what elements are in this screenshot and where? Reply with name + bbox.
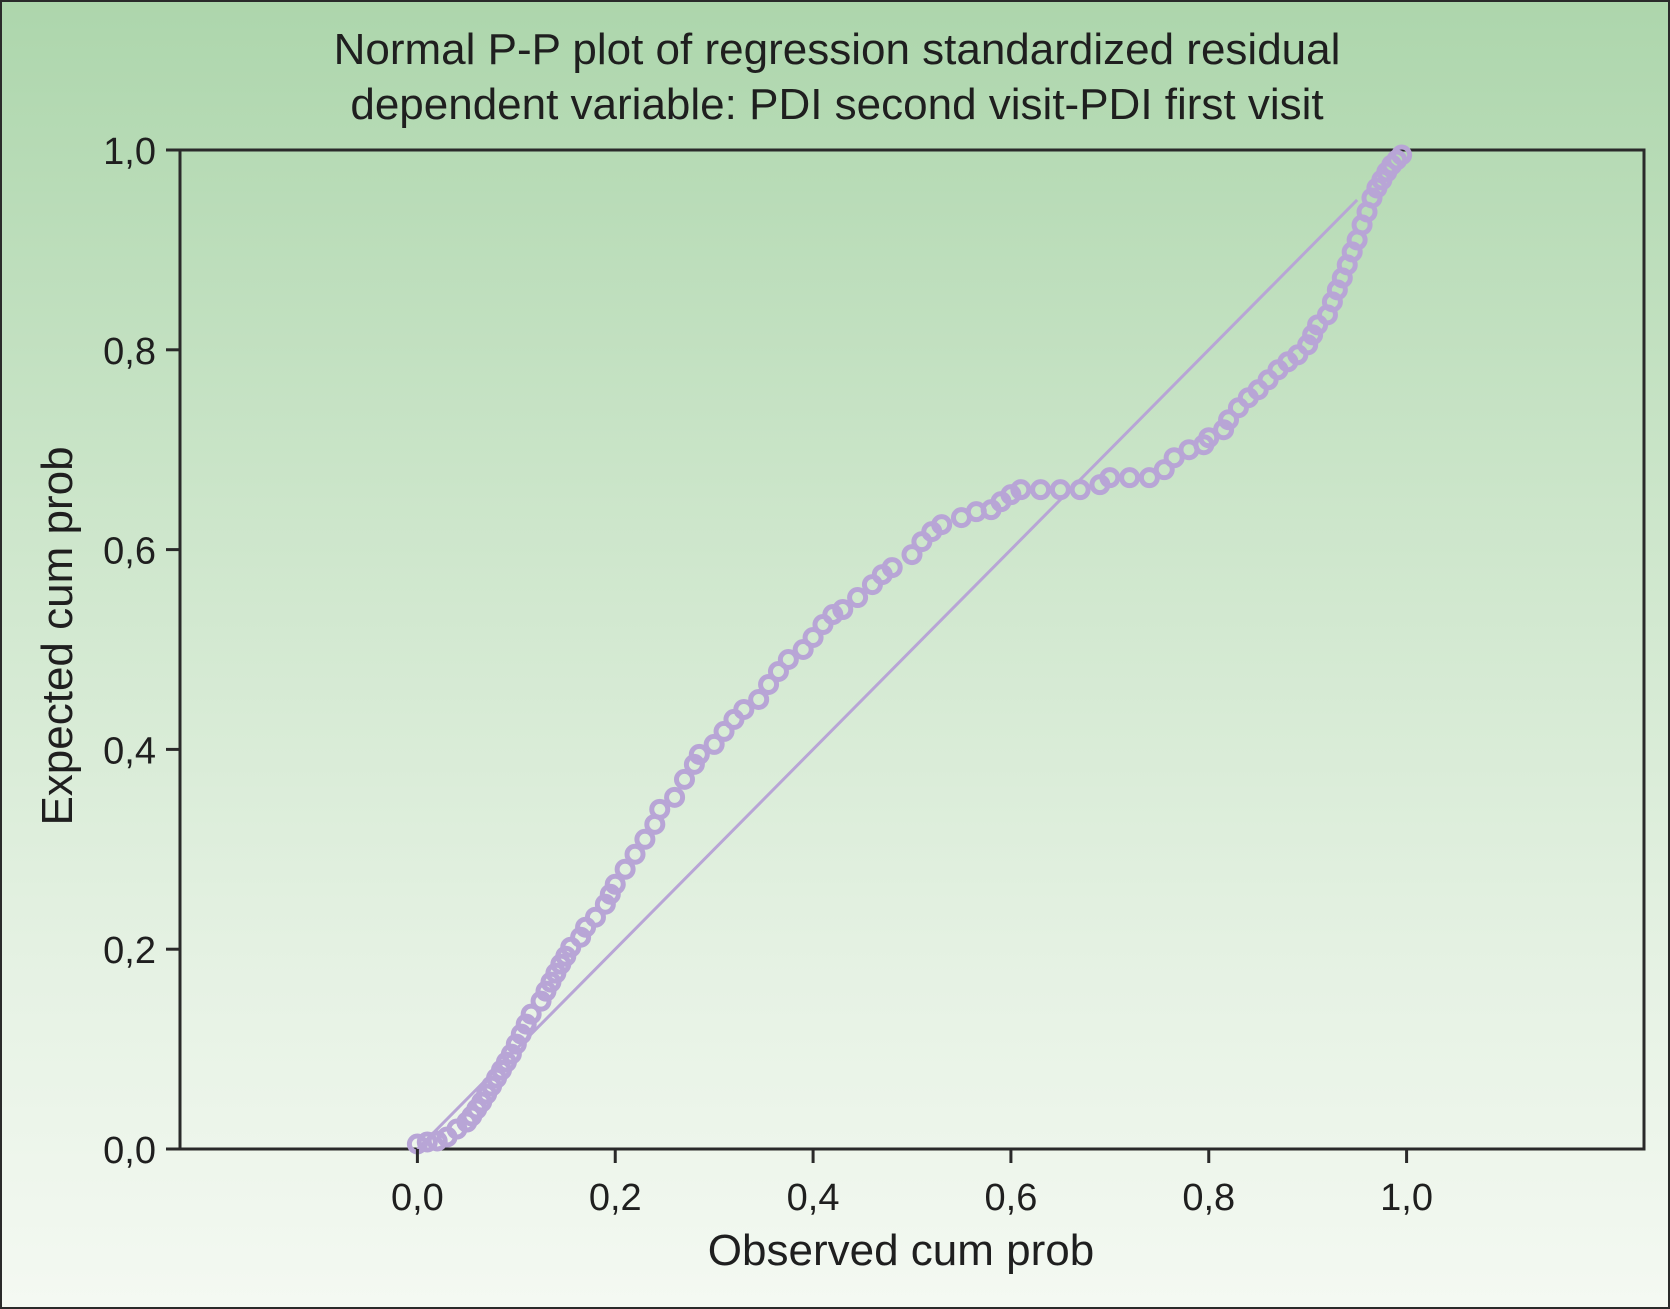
- data-point: [847, 587, 869, 609]
- y-tick-label: 1,0: [103, 131, 156, 173]
- data-point: [1049, 479, 1071, 501]
- data-point: [703, 733, 725, 755]
- data-point: [931, 514, 953, 536]
- data-point: [664, 786, 686, 808]
- x-tick-label: 0,0: [391, 1177, 444, 1219]
- data-point: [748, 688, 770, 710]
- x-tick-label: 0,6: [985, 1177, 1038, 1219]
- data-point: [649, 798, 671, 820]
- data-point: [688, 743, 710, 765]
- x-axis-ticks: 0,0 0,2 0,4 0,6 0,8 1,0: [391, 1149, 1433, 1219]
- y-axis-label: Expected cum prob: [33, 446, 82, 825]
- data-point: [1119, 467, 1141, 489]
- data-point: [1030, 479, 1052, 501]
- data-point: [777, 648, 799, 670]
- x-tick-label: 0,2: [589, 1177, 642, 1219]
- y-tick-label: 0,2: [103, 930, 156, 972]
- data-point: [881, 557, 903, 579]
- data-point: [1153, 459, 1175, 481]
- y-tick-label: 0,4: [103, 730, 156, 772]
- y-tick-label: 0,0: [103, 1130, 156, 1172]
- data-point: [792, 639, 814, 660]
- y-tick-label: 0,8: [103, 331, 156, 373]
- data-points: [406, 144, 1413, 1155]
- data-point: [1099, 467, 1121, 489]
- data-point: [1069, 479, 1091, 501]
- reference-diagonal-line: [416, 198, 1359, 1151]
- data-point: [624, 843, 646, 865]
- x-tick-label: 1,0: [1380, 1177, 1433, 1219]
- plot-area: [178, 148, 1646, 1151]
- x-tick-label: 0,8: [1182, 1177, 1235, 1219]
- data-point: [733, 698, 755, 720]
- y-tick-label: 0,6: [103, 531, 156, 573]
- data-point: [832, 599, 854, 621]
- chart-title-line-1: Normal P-P plot of regression standardiz…: [333, 25, 1341, 74]
- data-point: [1138, 467, 1160, 489]
- data-point: [1218, 409, 1240, 431]
- data-point: [1010, 479, 1032, 501]
- data-point: [767, 660, 789, 682]
- data-point: [1163, 447, 1185, 469]
- data-point: [1198, 427, 1220, 449]
- data-point: [713, 720, 735, 742]
- data-point: [901, 544, 923, 566]
- data-point: [520, 1003, 542, 1025]
- data-point: [416, 1131, 438, 1153]
- data-point: [614, 858, 636, 880]
- data-point: [584, 906, 606, 928]
- data-point: [634, 828, 656, 850]
- data-point: [1391, 144, 1413, 166]
- x-axis-label: Observed cum prob: [708, 1226, 1094, 1275]
- data-point: [802, 627, 824, 649]
- data-point: [604, 873, 626, 895]
- y-axis-ticks: 0,0 0,2 0,4 0,6 0,8 1,0: [103, 131, 180, 1172]
- data-point: [426, 1130, 448, 1152]
- chart-title-line-2: dependent variable: PDI second visit-PDI…: [350, 80, 1324, 129]
- data-point: [673, 768, 695, 790]
- x-tick-label: 0,4: [787, 1177, 840, 1219]
- data-point: [758, 673, 780, 695]
